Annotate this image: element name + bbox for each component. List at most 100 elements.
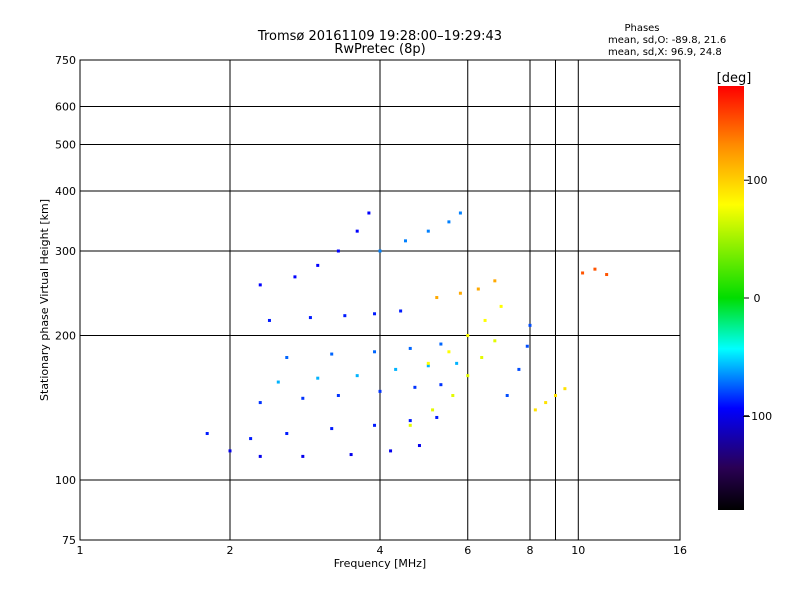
data-point: [336, 394, 340, 398]
data-point: [439, 383, 443, 387]
data-point: [466, 334, 470, 338]
colorbar: [718, 86, 744, 510]
data-point: [343, 314, 347, 318]
data-point: [408, 346, 412, 350]
x-tick-label: 8: [527, 544, 534, 557]
data-point: [316, 376, 320, 380]
data-point: [258, 283, 262, 287]
data-point: [480, 355, 484, 359]
data-point: [435, 415, 439, 419]
phase-info-heading: Phases: [624, 23, 659, 34]
data-point: [378, 389, 382, 393]
data-point: [403, 239, 407, 243]
x-tick-label: 10: [571, 544, 585, 557]
data-point: [285, 355, 289, 359]
data-point: [258, 401, 262, 405]
y-tick-label: 400: [55, 185, 76, 198]
colorbar-tick-label: 100: [747, 174, 768, 187]
data-point: [431, 408, 435, 412]
plot-frame: [79, 59, 681, 541]
chart-subtitle: RwPretec (8p): [334, 42, 425, 57]
data-point: [378, 249, 382, 253]
data-point: [316, 263, 320, 267]
data-point: [435, 296, 439, 300]
y-tick-label: 75: [62, 534, 76, 547]
data-point: [408, 423, 412, 427]
data-point: [355, 374, 359, 378]
x-tick-label: 16: [673, 544, 687, 557]
data-point: [267, 318, 271, 322]
data-point: [355, 229, 359, 233]
phase-info-o: mean, sd,O: -89.8, 21.6: [608, 35, 726, 46]
data-point: [285, 432, 289, 436]
data-point: [408, 419, 412, 423]
data-point: [447, 350, 451, 354]
data-point: [499, 304, 503, 308]
data-point: [458, 211, 462, 215]
y-axis-label: Stationary phase Virtual Height [km]: [38, 199, 51, 401]
y-tick-label: 600: [55, 101, 76, 114]
y-tick-label: 200: [55, 330, 76, 343]
x-axis-label: Frequency [MHz]: [334, 557, 426, 570]
data-point: [394, 367, 398, 371]
x-tick-label: 1: [77, 544, 84, 557]
data-point: [301, 396, 305, 400]
data-point: [533, 408, 537, 412]
data-point: [308, 316, 312, 320]
data-point: [517, 367, 521, 371]
data-point: [451, 394, 455, 398]
data-point: [455, 361, 459, 365]
data-point: [373, 423, 377, 427]
data-point: [389, 449, 393, 453]
y-tick-label: 100: [55, 474, 76, 487]
data-point: [426, 361, 430, 365]
data-point: [413, 385, 417, 389]
data-point: [205, 432, 209, 436]
data-point: [330, 352, 334, 356]
data-point: [605, 273, 609, 277]
colorbar-ticks: 100 0 −100: [742, 174, 772, 423]
data-point: [493, 339, 497, 343]
grid-lines: [80, 60, 680, 540]
data-point: [276, 380, 280, 384]
colorbar-tick-label: −100: [742, 410, 772, 423]
data-point: [581, 271, 585, 275]
y-tick-label: 500: [55, 139, 76, 152]
y-tick-label: 300: [55, 245, 76, 258]
x-tick-label: 2: [227, 544, 234, 557]
data-point: [476, 287, 480, 291]
data-point: [426, 229, 430, 233]
data-point: [426, 364, 430, 368]
data-point: [293, 275, 297, 279]
colorbar-tick-label: 0: [754, 292, 761, 305]
data-point: [553, 394, 557, 398]
data-point: [373, 312, 377, 316]
data-point: [417, 444, 421, 448]
data-point: [466, 374, 470, 378]
data-point: [301, 454, 305, 458]
data-point: [228, 449, 232, 453]
data-point: [439, 342, 443, 346]
data-point: [483, 318, 487, 322]
data-point: [505, 394, 509, 398]
data-point: [336, 249, 340, 253]
data-point: [563, 387, 567, 391]
data-point: [367, 211, 371, 215]
data-point: [458, 291, 462, 295]
data-point: [399, 309, 403, 313]
axis-ticks: 1 2 4 6 8 10 16 75 100 200 300 400 500 600 750: [55, 54, 687, 557]
data-points: [205, 211, 609, 458]
colorbar-label: [deg]: [717, 71, 752, 86]
data-point: [249, 437, 253, 441]
data-point: [493, 279, 497, 283]
data-point: [330, 427, 334, 431]
x-tick-label: 4: [377, 544, 384, 557]
data-point: [447, 220, 451, 224]
data-point: [349, 453, 353, 457]
y-tick-label: 750: [55, 54, 76, 67]
data-point: [528, 323, 532, 327]
data-point: [544, 401, 548, 405]
data-point: [373, 350, 377, 354]
data-point: [258, 454, 262, 458]
